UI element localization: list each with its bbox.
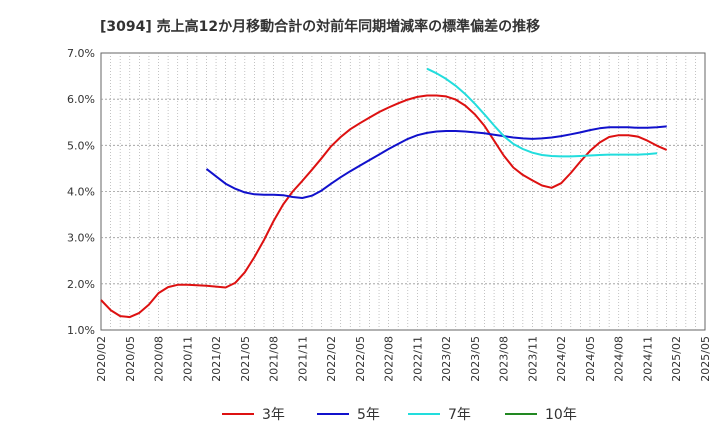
series-line <box>426 67 658 158</box>
x-tick-label: 2023/02 <box>440 336 453 382</box>
x-tick-label: 2024/05 <box>584 336 597 382</box>
y-tick-label: 4.0% <box>67 186 95 199</box>
x-tick-label: 2021/02 <box>210 336 223 382</box>
legend-label: 7年 <box>448 407 471 423</box>
legend-label: 10年 <box>545 407 577 423</box>
x-tick-label: 2021/08 <box>268 336 281 382</box>
y-axis-ticks: 7.0% 6.0% 5.0% 4.0% 3.0% 2.0% 1.0% <box>67 47 95 337</box>
grid-horizontal <box>101 98 705 285</box>
chart-title: [3094] 売上高12か月移動合計の対前年同期増減率の標準偏差の推移 <box>100 18 540 35</box>
x-tick-label: 2024/02 <box>555 336 568 382</box>
y-tick-label: 1.0% <box>67 324 95 337</box>
x-tick-label: 2025/05 <box>699 336 712 382</box>
legend-label: 5年 <box>357 407 380 423</box>
x-tick-label: 2024/11 <box>641 336 654 382</box>
x-tick-label: 2022/05 <box>354 336 367 382</box>
x-tick-label: 2021/11 <box>296 336 309 382</box>
series-lines <box>100 67 668 319</box>
y-tick-label: 3.0% <box>67 232 95 245</box>
x-tick-label: 2024/08 <box>613 336 626 382</box>
series-line <box>100 94 668 319</box>
legend: 3年 5年 7年 10年 <box>222 407 577 423</box>
x-tick-label: 2022/08 <box>383 336 396 382</box>
x-tick-label: 2023/05 <box>469 336 482 382</box>
x-tick-label: 2020/11 <box>181 336 194 382</box>
legend-label: 3年 <box>262 407 285 423</box>
x-tick-label: 2022/11 <box>411 336 424 382</box>
x-tick-label: 2023/08 <box>498 336 511 382</box>
x-tick-label: 2020/02 <box>95 336 108 382</box>
y-tick-label: 7.0% <box>67 47 95 60</box>
series-line <box>205 125 667 199</box>
x-tick-label: 2020/08 <box>153 336 166 382</box>
x-tick-label: 2022/02 <box>325 336 338 382</box>
y-tick-label: 6.0% <box>67 93 95 106</box>
x-tick-label: 2020/05 <box>124 336 137 382</box>
y-tick-label: 2.0% <box>67 278 95 291</box>
x-tick-label: 2025/02 <box>670 336 683 382</box>
x-tick-label: 2021/05 <box>239 336 252 382</box>
x-tick-label: 2023/11 <box>526 336 539 382</box>
y-tick-label: 5.0% <box>67 139 95 152</box>
x-axis-ticks: 2020/02 2020/05 2020/08 2020/11 2021/02 2021/… <box>95 336 712 382</box>
